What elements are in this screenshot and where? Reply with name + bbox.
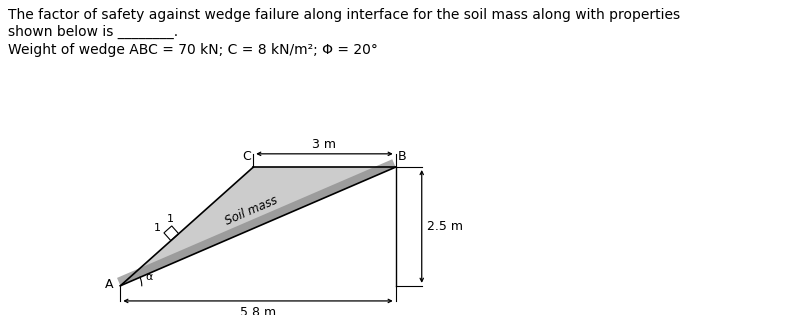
Text: Weight of wedge ABC = 70 kN; C = 8 kN/m²; Φ = 20°: Weight of wedge ABC = 70 kN; C = 8 kN/m²… [8, 43, 378, 57]
Polygon shape [117, 159, 395, 286]
Text: 1: 1 [167, 214, 174, 224]
Text: Soil mass: Soil mass [223, 194, 279, 228]
Text: shown below is ________.: shown below is ________. [8, 25, 178, 39]
Text: α: α [145, 272, 152, 283]
Text: 3 m: 3 m [312, 138, 336, 151]
Text: 1: 1 [155, 223, 161, 233]
Polygon shape [121, 167, 395, 286]
Text: C: C [242, 150, 251, 163]
Text: B: B [398, 150, 407, 163]
Text: The factor of safety against wedge failure along interface for the soil mass alo: The factor of safety against wedge failu… [8, 8, 680, 22]
Text: A: A [105, 278, 114, 291]
Text: 5.8 m: 5.8 m [240, 306, 276, 315]
Text: 2.5 m: 2.5 m [427, 220, 464, 233]
